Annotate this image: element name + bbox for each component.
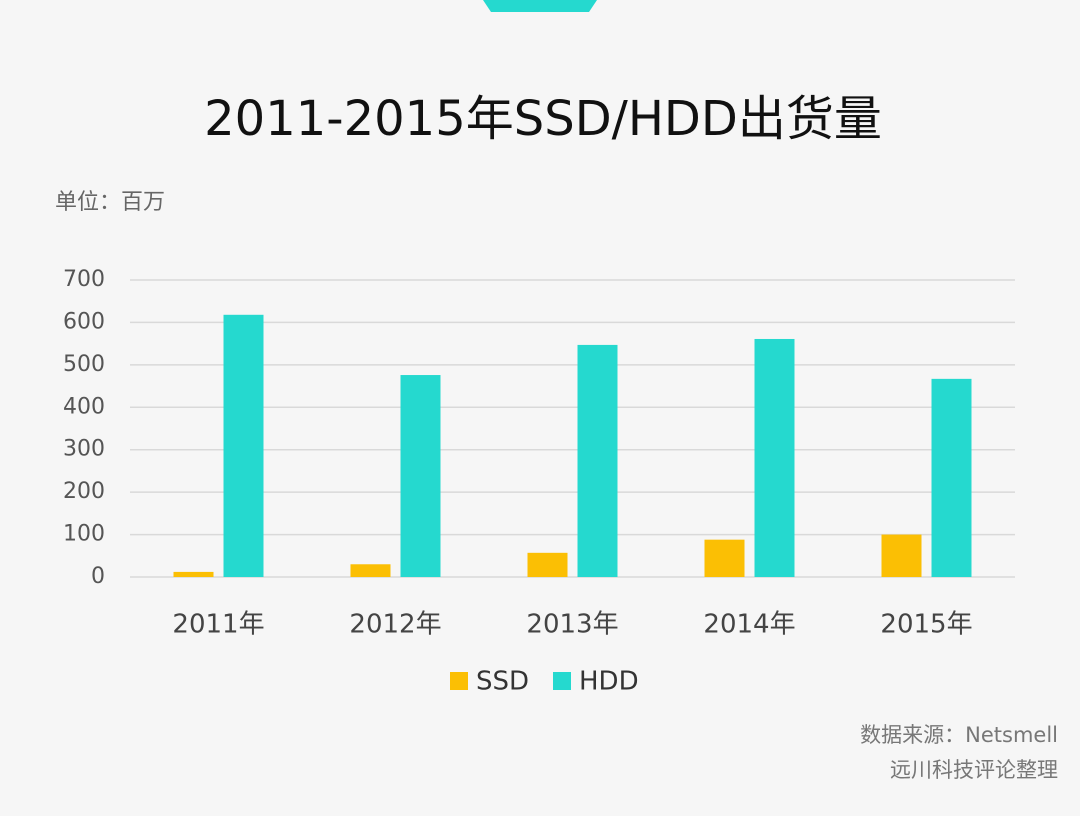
y-tick-label: 200 [63,479,105,504]
unit-label: 单位：百万 [55,190,165,215]
y-tick-label: 300 [63,437,105,462]
bar [223,314,264,577]
x-tick-label: 2012年 [349,610,441,640]
bar [527,552,568,577]
bar [173,571,214,577]
x-tick-label: 2015年 [880,610,972,640]
x-tick-label: 2011年 [172,610,264,640]
y-tick-label: 600 [63,309,105,334]
bar [754,338,795,577]
bar [350,564,391,577]
y-tick-label: 700 [63,267,105,292]
legend-label: SSD [476,667,529,697]
x-tick-label: 2014年 [703,610,795,640]
bar [931,378,972,577]
legend-swatch [553,672,571,690]
x-tick-label: 2013年 [526,610,618,640]
y-tick-label: 0 [91,564,105,589]
top-tab [483,0,597,12]
y-tick-label: 500 [63,352,105,377]
legend-label: HDD [579,667,639,697]
chart-title: 2011-2015年SSD/HDD出货量 [204,91,882,147]
bar [400,375,441,577]
bar [704,539,745,577]
y-tick-label: 100 [63,522,105,547]
bar [577,344,618,577]
source: 远川科技评论整理 [890,758,1058,782]
legend-swatch [450,672,468,690]
y-tick-label: 400 [63,394,105,419]
bar [881,534,922,577]
source: 数据来源：Netsmell [860,723,1058,747]
